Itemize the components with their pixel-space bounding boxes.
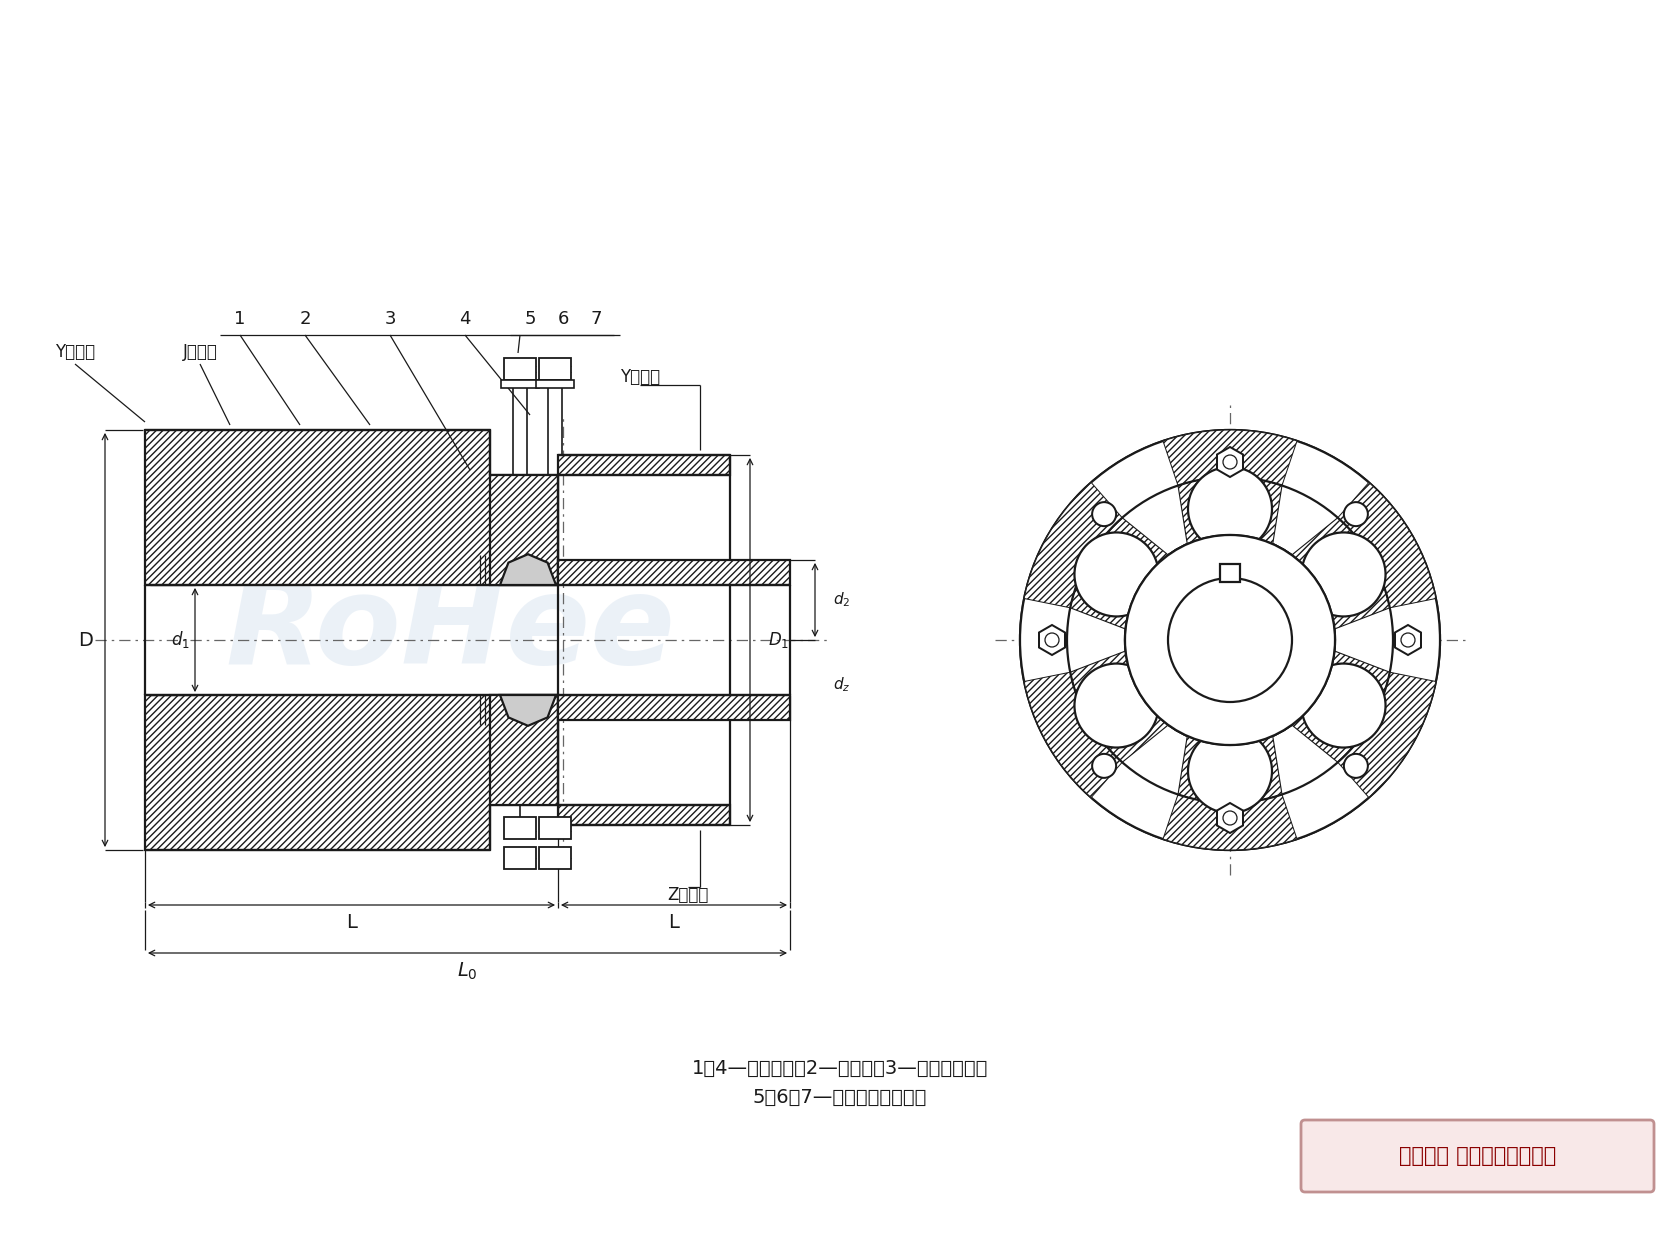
- Text: 5、6、7—螺栓、螺母、广片: 5、6、7—螺栓、螺母、广片: [753, 1087, 927, 1106]
- Circle shape: [1092, 753, 1116, 777]
- Polygon shape: [491, 696, 558, 805]
- Circle shape: [1188, 730, 1272, 813]
- Bar: [504, 847, 536, 869]
- Circle shape: [1126, 536, 1336, 745]
- Bar: [504, 816, 536, 839]
- Polygon shape: [1337, 673, 1436, 798]
- Bar: [539, 358, 571, 381]
- Text: $d_1$: $d_1$: [171, 630, 190, 650]
- Circle shape: [1020, 430, 1440, 850]
- Circle shape: [1302, 664, 1386, 747]
- Polygon shape: [1216, 803, 1243, 833]
- Text: RoHee: RoHee: [225, 570, 675, 690]
- Polygon shape: [1292, 518, 1389, 629]
- Circle shape: [1020, 430, 1440, 850]
- Bar: [539, 847, 571, 869]
- Circle shape: [1075, 533, 1159, 616]
- Polygon shape: [1070, 518, 1168, 629]
- Circle shape: [1223, 811, 1236, 825]
- Circle shape: [1188, 467, 1272, 551]
- Polygon shape: [1163, 430, 1297, 485]
- Circle shape: [1344, 503, 1368, 527]
- Polygon shape: [558, 696, 790, 719]
- Polygon shape: [501, 554, 556, 585]
- Polygon shape: [1292, 651, 1389, 762]
- Text: $d_2$: $d_2$: [833, 591, 850, 610]
- Polygon shape: [1178, 736, 1282, 803]
- Circle shape: [1126, 536, 1336, 745]
- Text: 1: 1: [234, 310, 245, 328]
- Text: $d_z$: $d_z$: [833, 675, 850, 694]
- Circle shape: [1223, 455, 1236, 469]
- Polygon shape: [1025, 673, 1122, 798]
- Bar: [1220, 564, 1240, 582]
- Text: 版权所有 侵权必被严厉追究: 版权所有 侵权必被严厉追究: [1399, 1147, 1556, 1166]
- Circle shape: [1045, 633, 1058, 646]
- Polygon shape: [491, 475, 558, 585]
- Circle shape: [1092, 503, 1116, 527]
- Bar: [536, 381, 575, 388]
- Text: 6: 6: [558, 310, 570, 328]
- Text: 2: 2: [299, 310, 311, 328]
- Text: L: L: [346, 914, 356, 932]
- Text: 7: 7: [590, 310, 601, 328]
- Circle shape: [1401, 633, 1415, 646]
- Text: Y型轴孔: Y型轴孔: [620, 368, 660, 386]
- Text: J型轴孔: J型轴孔: [183, 343, 217, 362]
- Bar: [504, 358, 536, 381]
- Polygon shape: [1025, 483, 1122, 607]
- Circle shape: [1168, 578, 1292, 702]
- Text: D: D: [79, 630, 94, 649]
- Polygon shape: [1163, 795, 1297, 851]
- Text: Y型轴孔: Y型轴孔: [55, 343, 96, 362]
- Text: 1、4—半联轴器；2—弹性件；3—法兰连接件；: 1、4—半联轴器；2—弹性件；3—法兰连接件；: [692, 1058, 988, 1077]
- Polygon shape: [1178, 478, 1282, 544]
- Polygon shape: [1216, 447, 1243, 478]
- Circle shape: [1126, 536, 1336, 745]
- Polygon shape: [1394, 625, 1421, 655]
- Polygon shape: [501, 696, 556, 726]
- Text: 5: 5: [524, 310, 536, 328]
- Bar: [501, 381, 539, 388]
- Polygon shape: [1337, 483, 1436, 607]
- Bar: [539, 816, 571, 839]
- Text: $L_0$: $L_0$: [457, 960, 477, 982]
- Polygon shape: [144, 696, 558, 851]
- Polygon shape: [558, 455, 731, 475]
- Text: Z型轴孔: Z型轴孔: [667, 886, 709, 903]
- Text: $D_1$: $D_1$: [768, 630, 790, 650]
- Polygon shape: [144, 430, 558, 585]
- Text: 3: 3: [385, 310, 396, 328]
- Polygon shape: [1038, 625, 1065, 655]
- Polygon shape: [1070, 651, 1168, 762]
- Circle shape: [1344, 753, 1368, 777]
- Polygon shape: [558, 805, 731, 825]
- Text: 4: 4: [459, 310, 470, 328]
- Circle shape: [1075, 664, 1159, 747]
- Circle shape: [1302, 533, 1386, 616]
- FancyBboxPatch shape: [1300, 1120, 1655, 1192]
- Polygon shape: [558, 559, 790, 585]
- Text: L: L: [669, 914, 679, 932]
